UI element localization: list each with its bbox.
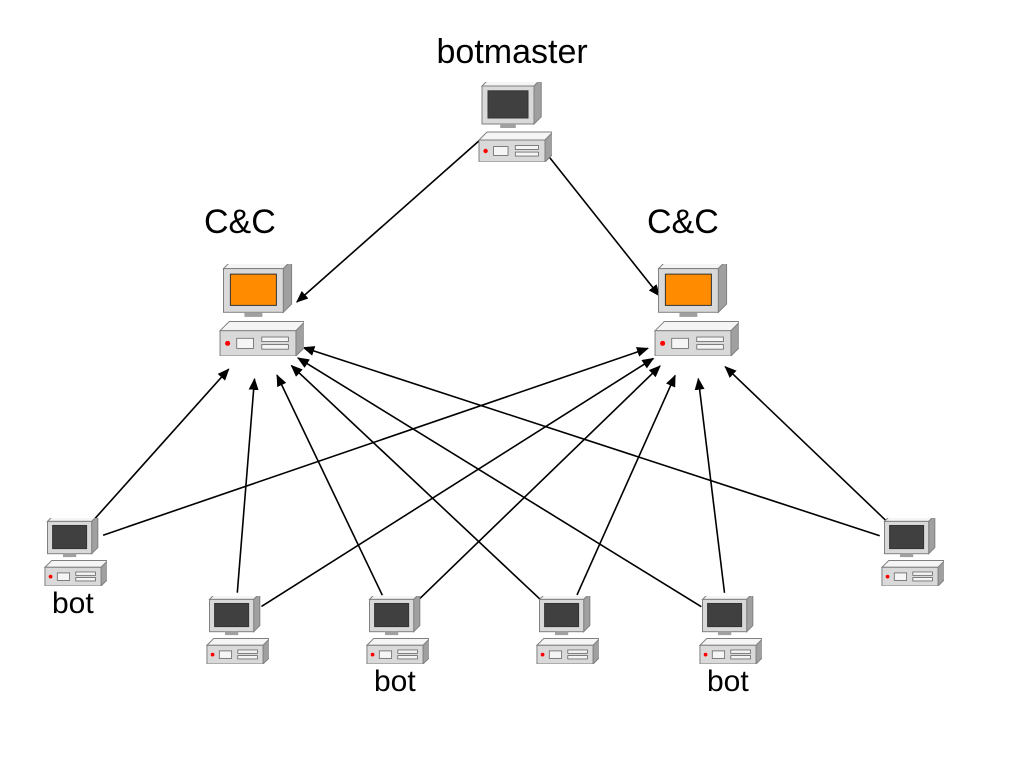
computer-node-bot6 — [876, 518, 944, 586]
node-label-cnc2: C&C — [647, 203, 719, 242]
computer-node-bot3 — [361, 596, 429, 664]
computer-node-cnc2 — [647, 264, 739, 356]
node-label-bot1: bot — [52, 587, 94, 621]
computer-node-bot1 — [39, 518, 107, 586]
node-label-bot3: bot — [374, 665, 416, 699]
edge-botmaster-cnc2 — [538, 143, 659, 296]
node-label-botmaster: botmaster — [437, 33, 588, 72]
computer-node-bot5 — [694, 596, 762, 664]
edge-bot4-cnc1 — [291, 366, 542, 602]
edge-bot2-cnc2 — [262, 358, 654, 606]
edge-botmaster-cnc1 — [297, 139, 482, 302]
edge-bot6-cnc2 — [725, 367, 888, 523]
computer-node-bot4 — [531, 596, 599, 664]
computer-node-bot2 — [201, 596, 269, 664]
node-label-cnc1: C&C — [204, 203, 276, 242]
edge-bot1-cnc1 — [93, 369, 229, 521]
edge-bot5-cnc2 — [698, 379, 724, 593]
edge-bot2-cnc1 — [237, 379, 254, 593]
computer-node-botmaster — [472, 82, 552, 162]
computer-node-cnc1 — [212, 264, 304, 356]
edge-bot1-cnc2 — [103, 348, 648, 535]
edge-bot3-cnc1 — [277, 375, 382, 595]
edge-bot4-cnc2 — [577, 376, 675, 595]
edge-bot3-cnc2 — [417, 366, 660, 601]
edge-bot6-cnc1 — [303, 348, 879, 536]
node-label-bot5: bot — [707, 665, 749, 699]
edge-bot5-cnc1 — [298, 358, 701, 607]
